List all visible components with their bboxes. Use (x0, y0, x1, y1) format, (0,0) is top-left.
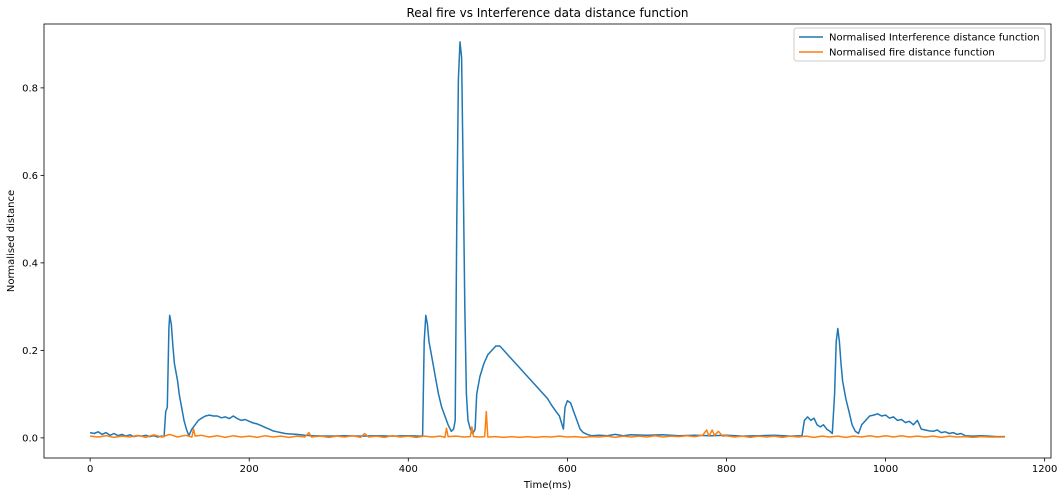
legend: Normalised Interference distance functio… (793, 27, 1046, 62)
legend-box (793, 27, 1046, 62)
x-tick-label: 1000 (873, 464, 898, 475)
y-tick-label: 0.8 (22, 83, 38, 94)
y-tick-label: 0.0 (22, 433, 38, 444)
x-tick-label: 800 (717, 464, 736, 475)
x-tick-label: 200 (240, 464, 259, 475)
x-axis-label: Time(ms) (523, 480, 571, 491)
legend-label-0: Normalised Interference distance functio… (829, 33, 1040, 44)
y-axis: 0.0 0.2 0.4 0.6 0.8 (22, 83, 44, 444)
x-tick-label: 400 (399, 464, 418, 475)
x-tick-label: 600 (558, 464, 577, 475)
series-line-0 (89, 41, 1005, 438)
chart-title: Real fire vs Interference data distance … (406, 6, 688, 20)
x-tick-label: 1200 (1032, 464, 1057, 475)
x-tick-label: 0 (87, 464, 93, 475)
y-axis-label: Normalised distance (6, 190, 17, 292)
series-layer (89, 41, 1005, 439)
series-line-1 (90, 410, 1005, 439)
y-tick-label: 0.6 (22, 171, 38, 182)
legend-label-1: Normalised fire distance function (829, 48, 995, 59)
plot-frame (43, 23, 1052, 459)
y-tick-label: 0.4 (22, 258, 38, 269)
y-tick-label: 0.2 (22, 346, 38, 357)
x-axis: 0 200 400 600 800 1000 1200 (87, 458, 1057, 475)
